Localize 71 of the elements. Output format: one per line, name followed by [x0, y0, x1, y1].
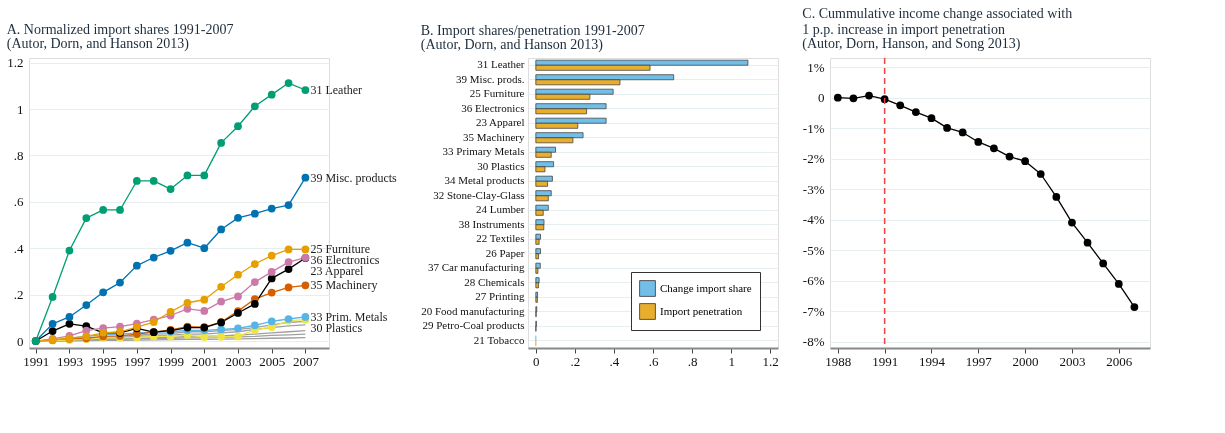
chart-title: B. Import shares/penetration 1991-2007	[420, 23, 645, 38]
y-tick-label: 29 Petro-Coal products	[422, 319, 525, 332]
series-label: 31 Leather	[310, 83, 363, 98]
x-tick-label: 1988	[825, 353, 852, 369]
x-tick-label: 0	[533, 353, 540, 369]
y-tick-label: -6%	[802, 273, 825, 289]
y-tick-label: -7%	[802, 303, 825, 319]
x-tick-label: 2003	[225, 353, 252, 369]
y-tick-label: .4	[13, 240, 24, 256]
y-tick-label: -5%	[802, 242, 825, 258]
x-tick-label: 1993	[56, 353, 83, 369]
y-tick-label: 27 Printing	[475, 290, 525, 303]
y-tick-label: 37 Car manufacturing	[427, 261, 525, 274]
y-tick-label: -3%	[802, 181, 825, 197]
y-tick-label: 21 Tobacco	[473, 333, 525, 346]
y-tick-label: 31 Leather	[477, 58, 525, 71]
chart-title: A. Normalized import shares 1991-2007	[6, 21, 234, 37]
x-tick-label: 2000	[1012, 353, 1039, 369]
y-tick-label: .6	[13, 194, 24, 210]
series-label: 39 Misc. products	[310, 170, 398, 185]
y-tick-label: 1	[17, 101, 24, 117]
chart-title: C. Cummulative income change associated with 1 p.p. increase in import penetration	[802, 6, 1073, 38]
y-tick-label: 20 Food manufacturing	[421, 304, 525, 317]
x-tick-label: 1997	[965, 353, 993, 369]
y-tick-label: -1%	[802, 120, 825, 136]
y-tick-label: .2	[13, 287, 24, 303]
y-tick-label: 0	[17, 333, 24, 349]
y-tick-label: 23 Apparel	[475, 116, 525, 129]
y-tick-label: 36 Electronics	[461, 101, 525, 114]
x-tick-label: .2	[570, 353, 581, 369]
y-tick-label: .8	[13, 147, 24, 163]
y-tick-label: 25 Furniture	[469, 87, 525, 100]
y-tick-label: 26 Paper	[485, 246, 525, 259]
x-tick-label: 1	[728, 353, 735, 369]
x-tick-label: 1994	[918, 353, 946, 369]
x-tick-label: 2001	[191, 353, 218, 369]
y-tick-label: 38 Instruments	[458, 217, 525, 230]
x-tick-label: 2007	[292, 353, 320, 369]
y-tick-label: 32 Stone-Clay-Glass	[433, 188, 525, 201]
x-tick-label: 2006	[1106, 353, 1133, 369]
legend-label: Import penetration	[660, 304, 743, 317]
x-tick-label: 2005	[259, 353, 286, 369]
x-tick-label: 1999	[158, 353, 185, 369]
y-tick-label: -8%	[802, 334, 825, 350]
y-tick-label: 0	[818, 90, 825, 106]
x-tick-label: .4	[609, 353, 620, 369]
y-tick-label: 30 Plastics	[477, 159, 525, 172]
y-tick-label: 24 Lumber	[475, 203, 525, 216]
legend-label: Change import share	[660, 281, 752, 294]
x-tick-label: 1997	[124, 353, 151, 369]
series-label: 23 Apparel	[310, 264, 365, 279]
y-tick-label: -2%	[802, 151, 825, 167]
x-tick-label: 2003	[1059, 353, 1086, 369]
y-tick-label: 33 Primary Metals	[442, 145, 525, 158]
y-tick-label: 1.2	[7, 55, 24, 71]
y-tick-label: -4%	[802, 212, 825, 228]
y-tick-label: 1%	[807, 59, 825, 75]
y-tick-label: 28 Chemicals	[464, 275, 525, 288]
y-tick-label: 22 Textiles	[476, 232, 525, 245]
x-tick-label: 1995	[90, 353, 117, 369]
chart-subtitle: (Autor, Dorn, Hanson, and Song 2013)	[802, 36, 1021, 53]
y-tick-label: 39 Misc. prods.	[456, 72, 525, 85]
x-tick-label: 1.2	[762, 353, 779, 369]
y-tick-label: 34 Metal products	[444, 174, 525, 187]
x-tick-label: .6	[648, 353, 659, 369]
series-label: 35 Machinery	[310, 278, 378, 293]
x-tick-label: 1991	[872, 353, 899, 369]
y-tick-label: 35 Machinery	[463, 130, 525, 143]
chart-subtitle: (Autor, Dorn, and Hanson 2013)	[420, 37, 604, 53]
x-tick-label: .8	[687, 353, 698, 369]
x-tick-label: 1991	[23, 353, 50, 369]
